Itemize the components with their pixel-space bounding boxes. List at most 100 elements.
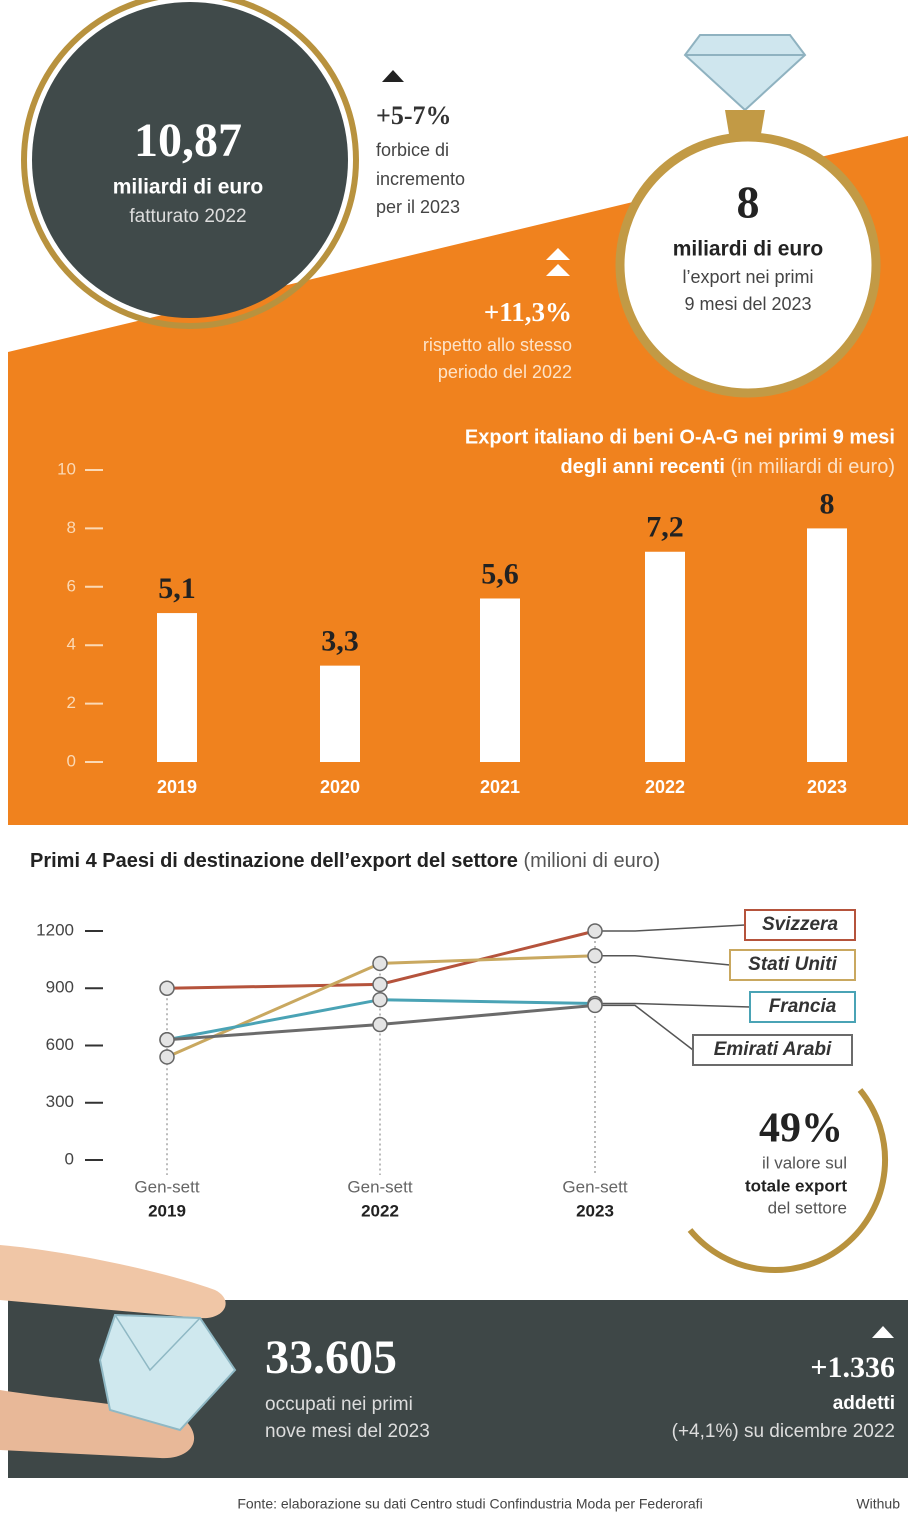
bar	[157, 613, 197, 762]
dark-disc	[32, 2, 348, 318]
value-label: 3,3	[321, 625, 359, 658]
legend-box	[744, 909, 856, 941]
connector	[595, 1002, 751, 1008]
export-growth-text: rispetto allo stesso	[423, 335, 572, 355]
x-tick-label: 2019	[148, 1201, 186, 1220]
point	[372, 991, 388, 1008]
share-text: il valore sul	[762, 1153, 847, 1172]
x-tick-label: 2019	[157, 777, 197, 797]
share-text: del settore	[768, 1198, 847, 1217]
ring-setting	[725, 110, 765, 140]
growth-text: incremento	[376, 169, 465, 189]
y-tick-label: 10	[57, 459, 76, 478]
legend-box	[692, 1034, 853, 1066]
employment-text: occupati nei primi	[265, 1394, 413, 1415]
y-tick-label: 600	[46, 1035, 74, 1054]
point	[372, 1016, 388, 1033]
connector	[595, 1004, 694, 1051]
connector	[595, 955, 731, 966]
revenue-label: fatturato 2022	[129, 206, 246, 227]
up-arrow	[382, 70, 404, 82]
y-tick-label: 4	[67, 635, 76, 654]
revenue-value: 10,87	[134, 114, 242, 167]
source: Fonte: elaborazione su dati Centro studi…	[237, 1496, 702, 1512]
finger	[0, 1245, 226, 1319]
x-tick-label: Gen-sett	[134, 1177, 199, 1196]
y-tick-label: 0	[67, 751, 76, 770]
growth-text: per il 2023	[376, 197, 460, 217]
share-text: totale export	[745, 1176, 847, 1195]
gold-arc	[687, 1088, 889, 1274]
up-arrow	[872, 1326, 894, 1338]
y-tick-label: 8	[67, 518, 76, 537]
y-tick-label: 2	[67, 693, 76, 712]
point	[587, 923, 603, 939]
export-growth-text: periodo del 2022	[438, 362, 572, 382]
y-tick-label: 1200	[36, 920, 74, 939]
legend-label: Svizzera	[762, 914, 838, 935]
point	[159, 1032, 175, 1048]
y-tick-label: 6	[67, 576, 76, 595]
revenue-unit: miliardi di euro	[113, 176, 264, 199]
employment-text: nove mesi del 2023	[265, 1421, 430, 1442]
legend-box	[729, 949, 856, 981]
point	[587, 997, 603, 1014]
line-chart-subtitle: (milioni di euro)	[524, 850, 661, 872]
employment-value: 33.605	[265, 1331, 397, 1384]
x-tick-label: Gen-sett	[562, 1177, 627, 1196]
employment-change-note: (+4,1%) su dicembre 2022	[672, 1421, 895, 1442]
employment-change: +1.336	[810, 1351, 895, 1384]
gold-ring	[21, 0, 359, 329]
y-tick-label: 900	[46, 978, 74, 997]
bar	[480, 598, 520, 762]
gold-ring	[615, 132, 881, 398]
finger	[0, 1390, 195, 1459]
diamond	[683, 34, 807, 112]
line-chart-title: Primi 4 Paesi di destinazione dell’expor…	[30, 850, 518, 872]
bar-chart-title: Export italiano di beni O-A-G nei primi …	[465, 426, 895, 448]
value-label: 8	[820, 487, 835, 520]
growth-value: +5-7%	[376, 101, 451, 130]
credit: Withub	[856, 1496, 900, 1512]
point	[372, 976, 388, 993]
legend-label: Stati Uniti	[748, 954, 837, 975]
export-growth-value: +11,3%	[484, 297, 572, 327]
legend-label: Francia	[769, 996, 837, 1017]
x-tick-label: 2023	[576, 1201, 614, 1220]
export-value: 8	[737, 177, 760, 228]
x-tick-label: 2023	[807, 777, 847, 797]
growth-text: forbice di	[376, 140, 449, 160]
x-tick-label: Gen-sett	[347, 1177, 412, 1196]
line-chart-title: Primi 4 Paesi di destinazione dell’expor…	[30, 850, 660, 872]
value-label: 5,6	[481, 557, 519, 590]
bar-chart-subtitle: (in miliardi di euro)	[731, 456, 896, 478]
share-value: 49%	[759, 1106, 843, 1152]
x-tick-label: 2020	[320, 777, 360, 797]
up-arrow	[546, 248, 570, 260]
bar	[807, 528, 847, 762]
export-unit: miliardi di euro	[673, 238, 824, 261]
legend-box	[749, 991, 856, 1023]
x-tick-label: 2022	[645, 777, 685, 797]
bar-chart-title: degli anni recenti	[560, 456, 724, 478]
bar	[320, 665, 360, 762]
point	[587, 948, 603, 964]
legend-label: Emirati Arabi	[714, 1039, 832, 1060]
x-tick-label: 2022	[361, 1201, 399, 1220]
connector	[595, 924, 746, 932]
diamond-facet	[114, 1314, 201, 1372]
y-tick-label: 0	[65, 1149, 74, 1168]
point	[159, 980, 175, 996]
y-tick-label: 300	[46, 1092, 74, 1111]
x-tick-label: 2021	[480, 777, 520, 797]
export-text: l’export nei primi	[682, 267, 813, 287]
up-arrow	[546, 264, 570, 276]
bar	[645, 551, 685, 762]
export-text: 9 mesi del 2023	[684, 294, 811, 314]
value-label: 7,2	[646, 511, 684, 544]
point	[372, 955, 388, 972]
bar-chart-title: degli anni recenti (in miliardi di euro)	[560, 456, 895, 478]
point	[159, 1049, 175, 1065]
employment-change-unit: addetti	[833, 1393, 895, 1414]
